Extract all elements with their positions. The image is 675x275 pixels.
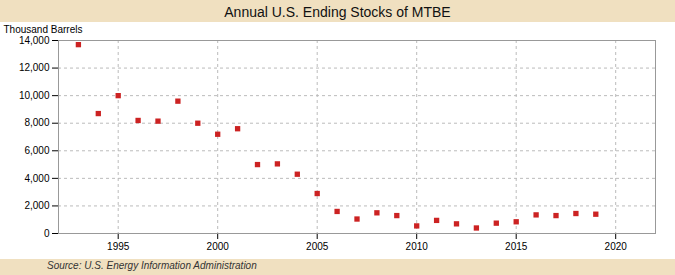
svg-text:2005: 2005 — [306, 241, 329, 252]
svg-text:Thousand Barrels: Thousand Barrels — [4, 24, 83, 35]
html-text:Source: U.S. Energy Informatio: Source: U.S. Energy Information Administ… — [47, 260, 257, 271]
svg-text:2,000: 2,000 — [24, 200, 49, 211]
svg-text:2010: 2010 — [406, 241, 429, 252]
svg-text:8,000: 8,000 — [24, 117, 49, 128]
svg-text:12,000: 12,000 — [19, 62, 50, 73]
svg-text:2000: 2000 — [207, 241, 230, 252]
html-text:Annual U.S. Ending Stocks of M: Annual U.S. Ending Stocks of MTBE — [224, 4, 451, 20]
svg-text:14,000: 14,000 — [19, 35, 50, 46]
svg-text:10,000: 10,000 — [19, 90, 50, 101]
svg-text:6,000: 6,000 — [24, 145, 49, 156]
svg-text:0: 0 — [44, 228, 50, 239]
svg-text:4,000: 4,000 — [24, 173, 49, 184]
svg-text:2015: 2015 — [505, 241, 528, 252]
svg-text:1995: 1995 — [107, 241, 130, 252]
svg-text:2020: 2020 — [605, 241, 628, 252]
